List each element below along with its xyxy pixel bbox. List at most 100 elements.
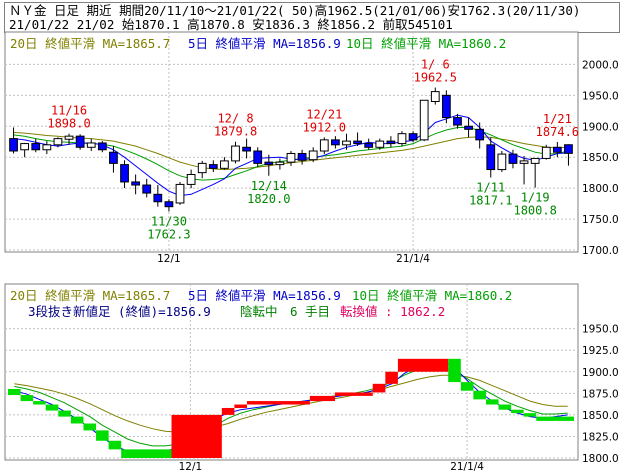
top-x-tick-label: 21/1/4 [396,253,430,265]
candle [109,146,118,173]
annotation-date: 1/21 [543,112,572,126]
top-x-tick-label: 12/1 [157,253,181,265]
annotation-value: 1800.8 [513,204,556,218]
annotation-value: 1879.8 [214,125,257,139]
candle-body [486,144,496,171]
break-brick [221,407,235,415]
bottom-x-tick-label: 12/1 [179,461,203,473]
top-y-tick-label: 1750.0 [582,214,619,226]
break-brick [511,409,524,414]
bottom-y-tick-label: 1925.0 [582,345,619,357]
candle-body [386,140,396,145]
candle-x-axis: 12/1 21/1/4 [157,253,430,265]
candle-body [353,140,362,145]
annotation-date: 11/30 [151,214,187,228]
price-annotation: 1879.812/ 8 [214,112,257,139]
candle [319,137,329,155]
candle [131,174,141,195]
break-brick [536,416,574,421]
break-brick [108,440,122,450]
candle-body [164,201,174,208]
break-reversal-label: 転換値 : 1862.2 [340,304,445,319]
bottom-ma10-label: 10日 終値平滑 MA=1860.2 [352,288,512,303]
break-brick [171,414,222,458]
candle [430,87,440,105]
candle-body [53,138,63,146]
candle-body [319,139,329,152]
candle-body [408,133,418,141]
candle-body [430,91,440,102]
candle [497,151,507,173]
annotation-date: 1/ 6 [421,58,450,72]
annotation-date: 11/16 [51,104,87,118]
candle [286,151,296,166]
candle [64,133,74,145]
candle [475,122,485,149]
candle-body [564,144,573,154]
candle-body [286,152,296,163]
break-brick [448,358,461,383]
break-brick [8,389,21,396]
candle-series [9,87,573,212]
candle-body [508,153,518,164]
break-brick [45,404,59,411]
candle [331,136,340,149]
candle [508,149,518,169]
candle-body [375,140,385,148]
candle-body [109,151,118,164]
candle [197,160,207,179]
candle [97,141,107,153]
candle-body [131,181,141,186]
price-annotation: 1874.61/21 [536,112,579,139]
break-brick [70,416,84,424]
candle [297,149,307,165]
annotation-date: 1/11 [476,181,505,195]
candle-body [231,145,240,162]
candle-body [475,128,485,141]
candle-body [397,133,407,145]
top-y-tick-label: 1800.0 [582,183,619,195]
candle [519,155,529,185]
break-brick [460,382,474,391]
candle-body [541,146,551,159]
candle-body [20,143,30,151]
top-y-tick-label: 1850.0 [582,152,619,164]
annotation-value: 1820.0 [247,192,290,206]
bottom-x-tick-label: 21/1/4 [450,461,484,473]
candle [386,136,396,148]
candle-body [530,157,540,164]
header-line-1: ＮＹ金 日足 期近 期間20/11/10～21/01/22( 50)高1962.… [9,3,581,18]
candle [153,185,163,207]
break-x-axis: 12/1 21/1/4 [179,461,485,473]
candle [419,99,429,142]
candle-body [453,117,462,126]
break-trend-label: 陰転中 [240,304,278,319]
break-brick [246,401,310,405]
break-brick [498,404,512,410]
candle [175,181,185,205]
bottom-y-tick-label: 1800.0 [582,453,619,465]
bottom-y-tick-label: 1950.0 [582,324,619,336]
break-brick [83,423,97,431]
candle [42,141,52,155]
break-brick [335,392,373,396]
annotation-date: 1/19 [521,191,550,205]
candle [20,142,30,158]
top-ma10-label: 10日 終値平滑 MA=1860.2 [346,36,506,51]
candle [464,117,473,138]
candle-body [42,144,52,151]
top-y-tick-label: 1700.0 [582,245,619,257]
candle-body [275,161,285,166]
bottom-y-tick-label: 1900.0 [582,367,619,379]
break-brick [397,358,449,372]
candle [453,113,462,129]
candle [31,138,41,153]
top-ma5-label: 5日 終値平滑 MA=1856.9 [188,36,341,51]
candle-body [552,146,562,153]
candle [308,147,318,163]
break-brick [121,449,172,458]
candle-body [519,160,529,164]
